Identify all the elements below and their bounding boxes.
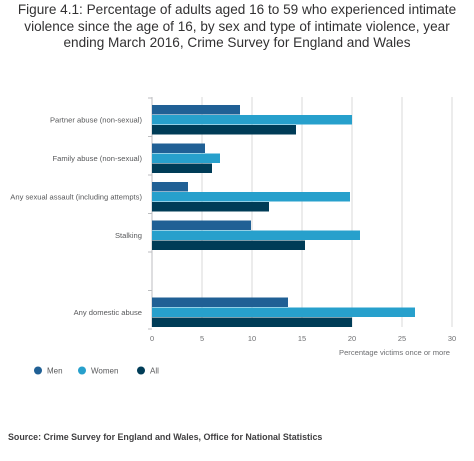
bar-women-partner-abuse-non-sexual — [152, 115, 352, 125]
bar-men-family-abuse-non-sexual — [152, 143, 205, 153]
category-label: Stalking — [115, 231, 142, 240]
x-tick-label: 25 — [398, 334, 406, 343]
bar-women-family-abuse-non-sexual — [152, 153, 220, 163]
category-labels: Partner abuse (non-sexual) Family abuse (… — [10, 116, 142, 318]
bar-men-partner-abuse-non-sexual — [152, 105, 240, 115]
bar-all-family-abuse-non-sexual — [152, 163, 212, 173]
category-label: Any domestic abuse — [74, 308, 142, 317]
x-tick-label: 30 — [448, 334, 456, 343]
bars — [152, 105, 415, 327]
category-label: Any sexual assault (including attempts) — [10, 193, 142, 202]
bar-all-stalking — [152, 240, 305, 250]
gridlines — [148, 97, 453, 330]
x-tick-label: 15 — [298, 334, 306, 343]
bar-men-any-domestic-abuse — [152, 297, 288, 307]
x-tick-label: 0 — [150, 334, 154, 343]
bar-all-partner-abuse-non-sexual — [152, 125, 296, 135]
legend-swatch-all — [137, 366, 145, 375]
legend-label-all: All — [150, 367, 159, 376]
legend-label-men: Men — [47, 367, 63, 376]
x-tick-label: 10 — [248, 334, 256, 343]
x-tick-label: 5 — [200, 334, 204, 343]
bar-women-stalking — [152, 230, 360, 240]
legend-label-women: Women — [91, 367, 118, 376]
chart-title: Figure 4.1: Percentage of adults aged 16… — [17, 2, 457, 50]
x-axis-title: Percentage victims once or more — [339, 348, 450, 357]
bar-men-stalking — [152, 220, 251, 230]
category-label: Partner abuse (non-sexual) — [50, 116, 142, 125]
category-label: Family abuse (non-sexual) — [53, 154, 143, 163]
bar-all-any-domestic-abuse — [152, 317, 352, 327]
bar-all-any-sexual-assault-including-attempts — [152, 202, 269, 212]
legend-swatch-men — [34, 366, 42, 375]
x-tick-labels: 0 5 10 15 20 25 30 — [150, 334, 456, 343]
x-tick-label: 20 — [348, 334, 356, 343]
legend: Men Women All — [34, 366, 159, 376]
bar-women-any-sexual-assault-including-attempts — [152, 192, 350, 202]
source-note: Source: Crime Survey for England and Wal… — [8, 432, 323, 442]
bar-men-any-sexual-assault-including-attempts — [152, 182, 188, 192]
bar-women-any-domestic-abuse — [152, 307, 415, 317]
legend-swatch-women — [78, 366, 86, 375]
